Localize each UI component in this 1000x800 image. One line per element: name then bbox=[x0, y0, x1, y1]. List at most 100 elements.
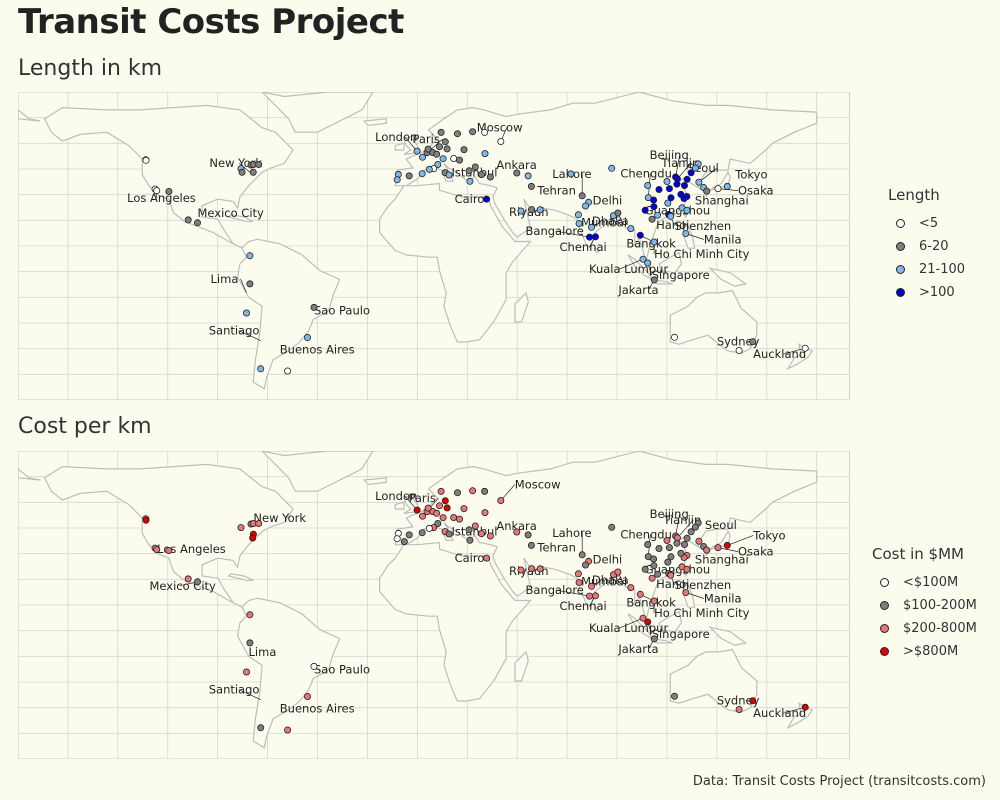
city-label: Tehran bbox=[536, 540, 576, 554]
city-point bbox=[433, 150, 441, 158]
city-point bbox=[667, 212, 675, 220]
land bbox=[18, 451, 818, 749]
city-label: Dhaka bbox=[592, 573, 629, 587]
legend-swatch bbox=[896, 242, 905, 251]
city-label: Sao Paulo bbox=[314, 663, 370, 677]
city-point bbox=[524, 172, 532, 180]
city-point bbox=[486, 173, 494, 181]
city-point bbox=[592, 592, 600, 600]
city-point bbox=[424, 504, 432, 512]
city-label: Manila bbox=[704, 233, 742, 247]
city-point bbox=[723, 541, 731, 549]
legend-swatch bbox=[880, 601, 889, 610]
leader-line bbox=[238, 689, 261, 700]
city-point bbox=[627, 225, 635, 233]
city-point bbox=[435, 143, 443, 151]
length-map: LondonParisMoscowIstanbulCairoAnkaraRiya… bbox=[18, 92, 850, 400]
leader-line bbox=[675, 513, 680, 537]
city-label: London bbox=[375, 489, 417, 503]
city-point bbox=[687, 169, 695, 177]
city-point bbox=[664, 558, 672, 566]
city-point bbox=[528, 206, 536, 214]
city-point bbox=[650, 196, 658, 204]
city-point bbox=[237, 524, 245, 532]
city-point bbox=[465, 526, 473, 534]
city-point bbox=[682, 229, 690, 237]
city-point bbox=[703, 546, 711, 554]
city-point bbox=[527, 182, 535, 190]
city-point bbox=[636, 231, 644, 239]
city-point bbox=[749, 338, 757, 346]
city-point bbox=[453, 130, 461, 138]
city-point bbox=[460, 505, 468, 513]
city-labels: LondonParisMoscowIstanbulCairoAnkaraRiya… bbox=[127, 121, 806, 362]
city-point bbox=[682, 588, 690, 596]
city-point bbox=[246, 639, 254, 647]
city-point bbox=[528, 565, 536, 573]
city-label: Beijing bbox=[650, 148, 689, 162]
legend-title: Cost in $MM bbox=[872, 545, 964, 563]
city-label: Shenzhen bbox=[675, 578, 732, 592]
city-point bbox=[517, 566, 525, 574]
city-point bbox=[439, 155, 447, 163]
city-label: Paris bbox=[412, 132, 439, 146]
city-point bbox=[284, 726, 292, 734]
length-legend: Length <5 6-20 21-100 >100 bbox=[888, 186, 965, 304]
legend-label: >$800M bbox=[903, 644, 959, 659]
legend-swatch bbox=[896, 265, 905, 274]
city-label: Osaka bbox=[738, 184, 774, 198]
city-point bbox=[165, 547, 173, 555]
city-point bbox=[466, 536, 474, 544]
city-point bbox=[801, 703, 809, 711]
city-point bbox=[683, 175, 691, 183]
city-point bbox=[677, 549, 685, 557]
city-point bbox=[608, 164, 616, 172]
city-label: Moscow bbox=[515, 478, 561, 492]
legend-item: $200-800M bbox=[872, 617, 977, 640]
city-point bbox=[465, 167, 473, 175]
city-point bbox=[681, 182, 689, 190]
city-point bbox=[466, 177, 474, 185]
city-label: Guangzhou bbox=[645, 204, 711, 218]
city-point bbox=[648, 215, 656, 223]
city-label: New York bbox=[253, 511, 306, 525]
city-label: Jakarta bbox=[617, 283, 658, 297]
city-point bbox=[435, 502, 443, 510]
city-label: Mexico City bbox=[149, 579, 216, 593]
city-label: Delhi bbox=[593, 193, 623, 207]
legend-swatch bbox=[880, 578, 889, 587]
city-label: Ankara bbox=[496, 158, 536, 172]
cost-legend: Cost in $MM <$100M $100-200M $200-800M >… bbox=[872, 545, 977, 663]
leader-line bbox=[698, 167, 718, 183]
city-point bbox=[714, 544, 722, 552]
city-point bbox=[582, 561, 590, 569]
city-point bbox=[671, 692, 679, 700]
city-point bbox=[393, 535, 401, 543]
legend-item: <5 bbox=[888, 212, 965, 235]
city-point bbox=[578, 192, 586, 200]
city-label: Santiago bbox=[209, 324, 260, 338]
city-point bbox=[524, 531, 532, 539]
city-point bbox=[582, 202, 590, 210]
city-point bbox=[650, 555, 658, 563]
city-label: Ho Chi Minh City bbox=[654, 606, 750, 620]
legend-label: >100 bbox=[919, 285, 955, 300]
city-point bbox=[673, 539, 681, 547]
city-label: Dhaka bbox=[592, 214, 629, 228]
city-label: Los Angeles bbox=[157, 542, 226, 556]
city-point bbox=[477, 530, 485, 538]
city-point bbox=[246, 611, 254, 619]
city-point bbox=[193, 219, 201, 227]
legend-swatch bbox=[896, 219, 905, 228]
city-point bbox=[238, 168, 246, 176]
landmass bbox=[658, 610, 683, 633]
city-labels: LondonParisMoscowIstanbulCairoAnkaraRiya… bbox=[149, 478, 806, 721]
city-point bbox=[644, 618, 652, 626]
leader-line bbox=[783, 706, 806, 714]
city-point bbox=[723, 182, 731, 190]
city-point bbox=[393, 176, 401, 184]
city-label: Sao Paulo bbox=[314, 304, 370, 318]
city-label: Ankara bbox=[496, 519, 536, 533]
source-caption: Data: Transit Costs Project (transitcost… bbox=[692, 774, 986, 789]
city-point bbox=[445, 530, 453, 538]
